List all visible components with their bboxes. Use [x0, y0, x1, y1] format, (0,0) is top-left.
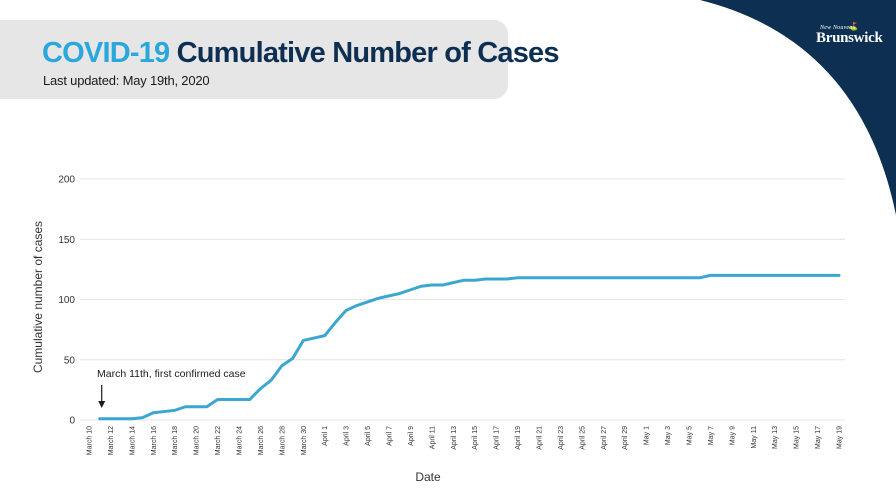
annotation: March 11th, first confirmed case — [97, 368, 246, 408]
title-main: Cumulative Number of Cases — [176, 37, 560, 69]
y-tick-label: 0 — [69, 416, 75, 427]
x-tick-label: May 19 — [837, 426, 844, 449]
x-tick-label: March 20 — [194, 426, 201, 455]
x-tick-label: April 27 — [601, 426, 608, 450]
x-tick-label: March 22 — [215, 426, 222, 455]
x-axis-label: Date — [415, 470, 441, 484]
x-tick-label: March 18 — [172, 426, 179, 455]
gridlines — [80, 178, 845, 421]
ship-icon: ⛳ — [848, 22, 858, 31]
y-axis-label: Cumulative number of cases — [31, 221, 45, 373]
x-tick-label: April 21 — [537, 426, 544, 450]
x-tick-label: March 12 — [108, 426, 115, 455]
x-tick-label: April 29 — [622, 426, 629, 450]
x-tick-label: April 13 — [451, 426, 458, 450]
x-tick-label: April 3 — [344, 426, 351, 446]
x-tick-label: March 28 — [279, 426, 286, 455]
x-tick-label: May 7 — [708, 426, 715, 445]
series-line — [98, 273, 841, 421]
y-axis-ticks: 0 50 100 150 200 — [58, 175, 75, 427]
x-tick-label: May 3 — [665, 426, 672, 445]
logo-small-text: New Nouveau — [820, 25, 856, 31]
x-tick-label: April 7 — [387, 426, 394, 446]
x-tick-label: April 19 — [515, 426, 522, 450]
x-tick-label: April 11 — [429, 426, 436, 449]
x-tick-label: March 24 — [237, 426, 244, 455]
annotation-arrowhead — [98, 401, 106, 408]
x-tick-label: May 9 — [729, 426, 736, 445]
x-tick-label: April 15 — [472, 426, 479, 450]
logo-main-text: Brunswick — [816, 30, 883, 46]
new-brunswick-logo: ⛳ New Nouveau Brunswick — [812, 22, 892, 52]
x-tick-label: April 5 — [365, 426, 372, 446]
y-tick-label: 150 — [58, 235, 75, 246]
x-tick-label: May 13 — [772, 426, 779, 449]
x-tick-label: March 10 — [87, 426, 94, 455]
x-tick-label: April 1 — [322, 426, 329, 446]
y-tick-label: 200 — [58, 175, 75, 186]
x-tick-label: March 14 — [129, 426, 136, 455]
x-axis-ticks: March 10 March 12 March 14 March 16 March 18… — [87, 426, 844, 455]
title-panel — [0, 20, 508, 99]
y-tick-label: 100 — [58, 295, 75, 306]
x-tick-label: May 5 — [687, 426, 694, 445]
x-tick-label: May 11 — [751, 426, 758, 449]
annotation-text: March 11th, first confirmed case — [97, 368, 246, 380]
x-tick-label: April 23 — [558, 426, 565, 450]
x-tick-label: April 17 — [494, 426, 501, 450]
x-tick-label: May 15 — [794, 426, 801, 449]
x-tick-label: May 17 — [815, 426, 822, 449]
title-accent: COVID-19 — [42, 37, 170, 69]
x-tick-label: April 9 — [408, 426, 415, 446]
y-tick-label: 50 — [64, 355, 76, 366]
x-tick-label: March 16 — [151, 426, 158, 455]
x-tick-label: April 25 — [579, 426, 586, 450]
x-tick-label: May 1 — [644, 426, 651, 445]
x-tick-label: March 30 — [301, 426, 308, 455]
x-tick-label: March 26 — [258, 426, 265, 455]
page-title: COVID-19 Cumulative Number of Cases — [42, 36, 560, 70]
last-updated: Last updated: May 19th, 2020 — [43, 73, 210, 88]
